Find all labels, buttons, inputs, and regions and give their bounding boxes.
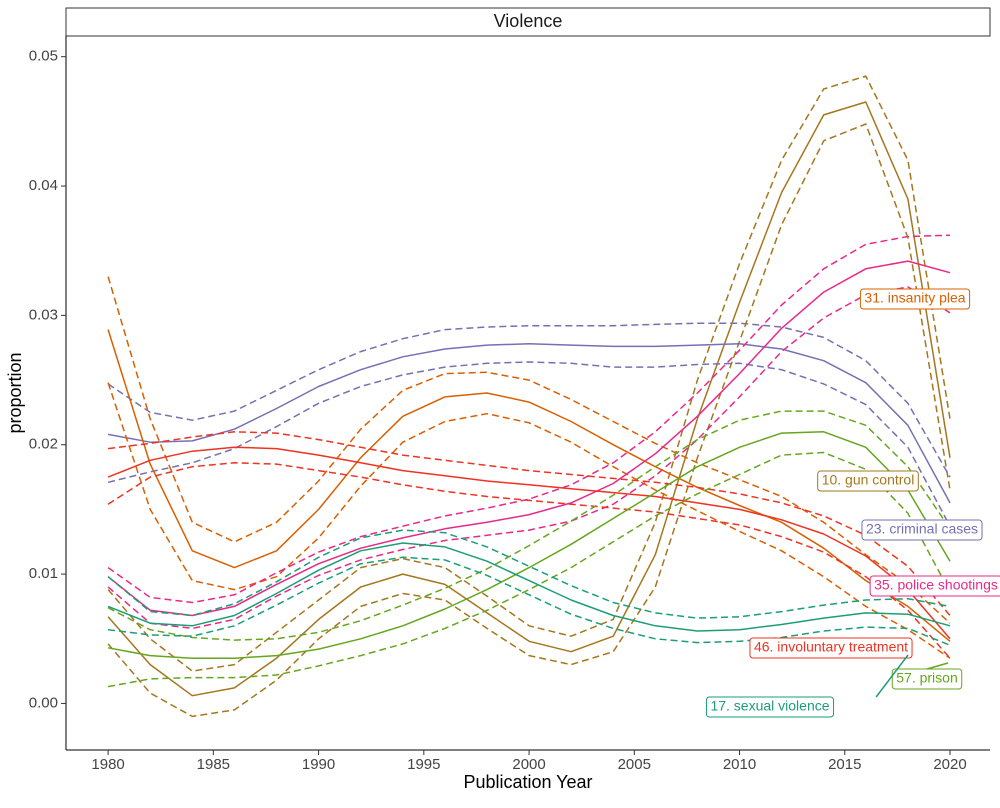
x-tick-label: 2005 (618, 756, 651, 773)
leader-line (875, 654, 909, 698)
x-tick-label: 1990 (302, 756, 335, 773)
series-line (107, 343, 951, 504)
label-box (859, 288, 971, 310)
chart-title: Violence (494, 11, 563, 31)
ci-line (107, 462, 951, 659)
y-tick-label: 0.04 (29, 177, 58, 194)
label-box (705, 696, 835, 718)
series-label: 31. insanity plea (859, 288, 971, 310)
ci-line (107, 382, 951, 659)
label-text: 35. police shootings (874, 577, 998, 593)
label-box (749, 637, 913, 659)
ci-line (108, 431, 951, 616)
x-tick-label: 1995 (407, 756, 440, 773)
ci-line (107, 451, 951, 688)
ci-line (107, 75, 951, 672)
x-tick-label: 2015 (828, 756, 861, 773)
x-tick-label: 1985 (197, 756, 230, 773)
label-box (869, 575, 1000, 597)
series-label: 17. sexual violence (705, 654, 909, 718)
label-text: 57. prison (896, 670, 957, 686)
series-line (107, 542, 951, 632)
y-tick-label: 0.01 (29, 565, 58, 582)
x-axis-label: Publication Year (463, 772, 592, 792)
series-line (107, 329, 951, 642)
ci-line (107, 276, 951, 624)
y-axis-label: proportion (5, 352, 25, 433)
y-tick-label: 0.00 (29, 694, 58, 711)
x-tick-label: 2000 (512, 756, 545, 773)
label-text: 31. insanity plea (864, 290, 965, 306)
series-line (107, 446, 951, 640)
series-line (107, 431, 951, 659)
y-tick-label: 0.05 (29, 48, 58, 65)
series-label: 57. prison (891, 662, 963, 690)
ci-line (107, 234, 951, 604)
ci-line (107, 123, 951, 718)
label-box (861, 519, 983, 541)
label-text: 46. involuntary treatment (754, 639, 908, 655)
x-tick-label: 2010 (723, 756, 756, 773)
label-box (891, 668, 963, 690)
label-text: 10. gun control (822, 472, 915, 488)
series-label: 46. involuntary treatment (749, 637, 913, 659)
ci-line (107, 529, 951, 619)
facet-strip (65, 7, 991, 37)
label-box (817, 470, 919, 492)
ci-line (108, 556, 951, 646)
leader-line (926, 662, 949, 670)
series-line (107, 101, 951, 697)
ci-line (107, 361, 951, 527)
y-tick-label: 0.02 (29, 436, 58, 453)
ci-line (107, 286, 951, 630)
series-label: 10. gun control (817, 470, 919, 492)
x-tick-label: 1980 (91, 756, 124, 773)
ci-line (107, 322, 951, 478)
ci-line (107, 410, 951, 641)
label-text: 23. criminal cases (866, 521, 978, 537)
series-label: 23. criminal cases (861, 519, 983, 541)
label-text: 17. sexual violence (710, 698, 829, 714)
y-tick-label: 0.03 (29, 306, 58, 323)
x-tick-label: 2020 (933, 756, 966, 773)
series-label: 35. police shootings (869, 575, 1000, 597)
series-line (107, 260, 951, 617)
